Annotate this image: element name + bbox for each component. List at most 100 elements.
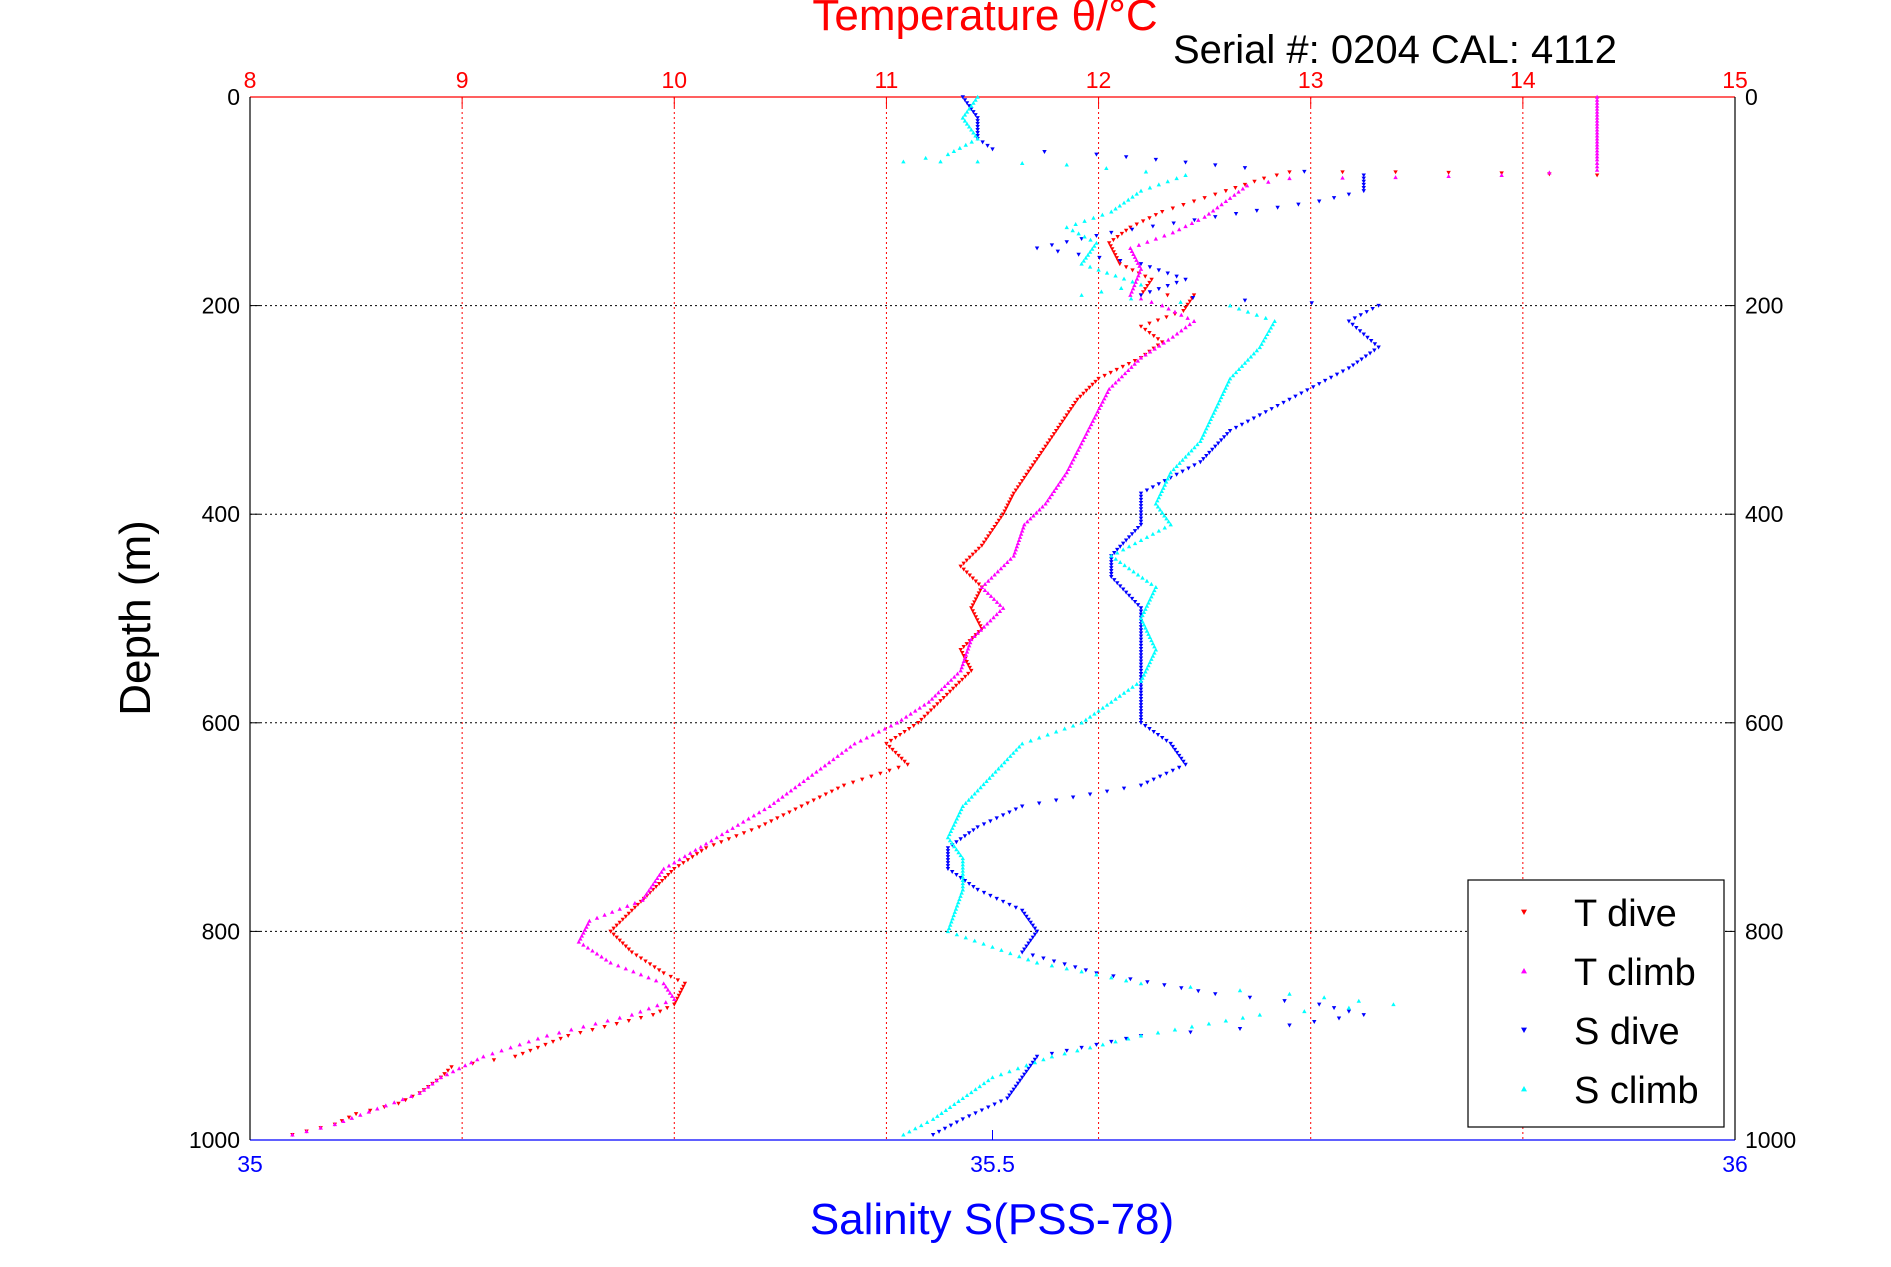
data-point: [666, 863, 672, 868]
data-point: [998, 515, 1004, 520]
data-point: [1183, 277, 1188, 282]
data-point: [961, 645, 966, 650]
data-point: [1138, 522, 1144, 527]
data-point: [650, 1013, 656, 1018]
data-point: [1116, 377, 1121, 382]
data-point: [1269, 407, 1274, 412]
data-point: [1166, 337, 1171, 342]
data-point: [1008, 497, 1013, 502]
data-point: [1152, 650, 1157, 655]
data-point: [655, 876, 660, 880]
data-point: [1147, 290, 1153, 295]
data-point: [975, 594, 980, 599]
data-point: [1009, 1090, 1014, 1095]
data-point: [982, 581, 988, 586]
data-point: [1172, 747, 1178, 752]
data-point: [981, 890, 987, 895]
data-point: [903, 714, 909, 719]
data-point: [417, 1090, 422, 1095]
data-point: [657, 872, 662, 877]
data-point: [499, 1048, 504, 1053]
data-point: [952, 1102, 957, 1106]
data-point: [990, 147, 995, 152]
data-point: [1201, 432, 1206, 437]
data-point: [1594, 97, 1600, 102]
data-point: [945, 864, 951, 869]
data-point: [1026, 917, 1031, 922]
data-point: [998, 1099, 1004, 1104]
data-point: [767, 804, 772, 808]
data-point: [1240, 186, 1246, 191]
data-point: [1037, 507, 1042, 512]
data-point: [1150, 531, 1156, 536]
data-point: [972, 938, 977, 943]
data-point: [894, 720, 900, 725]
data-point: [599, 954, 604, 959]
data-point: [1070, 228, 1075, 233]
data-point: [1242, 166, 1248, 171]
data-point: [1190, 296, 1196, 300]
right-tick-label: 1000: [1745, 1127, 1796, 1153]
data-point: [1138, 510, 1144, 515]
data-point: [878, 771, 883, 776]
data-point: [960, 856, 965, 861]
data-point: [1140, 575, 1145, 580]
data-point: [719, 832, 725, 837]
data-point: [975, 119, 980, 124]
data-point: [1134, 257, 1139, 262]
data-point: [954, 816, 960, 821]
data-point: [1138, 706, 1144, 711]
data-point: [1144, 534, 1150, 539]
data-point: [632, 900, 638, 905]
data-point: [594, 951, 600, 956]
data-point: [1157, 507, 1163, 512]
data-point: [958, 668, 963, 673]
data-point: [1164, 315, 1169, 320]
data-point: [1160, 735, 1165, 740]
data-point: [620, 941, 625, 946]
data-point: [1216, 401, 1221, 406]
data-point: [973, 549, 979, 554]
data-point: [956, 680, 962, 685]
data-point: [1138, 262, 1144, 267]
data-point: [884, 741, 889, 746]
data-point: [1079, 261, 1084, 266]
data-point: [1195, 442, 1200, 447]
data-point: [1123, 1036, 1129, 1041]
data-point: [1357, 329, 1363, 334]
data-point: [1138, 703, 1144, 708]
series-s-dive: [930, 95, 1381, 1137]
data-point: [965, 646, 971, 651]
data-point: [1126, 361, 1132, 366]
data-point: [1594, 151, 1600, 156]
data-point: [1002, 760, 1007, 765]
data-point: [1138, 672, 1144, 676]
data-point: [888, 738, 894, 743]
data-point: [1151, 729, 1156, 734]
data-point: [1363, 354, 1369, 359]
data-point: [1143, 352, 1148, 357]
data-point: [771, 800, 777, 805]
data-point: [1233, 425, 1239, 430]
data-point: [1091, 215, 1096, 220]
data-point: [617, 1015, 622, 1020]
data-point: [1034, 929, 1040, 934]
data-point: [916, 721, 921, 725]
data-point: [1120, 587, 1126, 592]
data-point: [1089, 422, 1094, 427]
data-point: [725, 829, 730, 834]
data-point: [929, 696, 935, 701]
data-point: [1176, 753, 1182, 758]
data-point: [1177, 460, 1182, 465]
data-point: [1119, 374, 1125, 379]
data-point: [1281, 400, 1286, 405]
data-point: [1075, 1048, 1080, 1053]
data-point: [1085, 252, 1091, 257]
data-point: [1143, 625, 1148, 630]
data-point: [1205, 423, 1211, 428]
data-point: [964, 101, 970, 106]
data-point: [550, 1039, 556, 1044]
data-point: [1174, 176, 1179, 181]
data-point: [1594, 103, 1600, 108]
